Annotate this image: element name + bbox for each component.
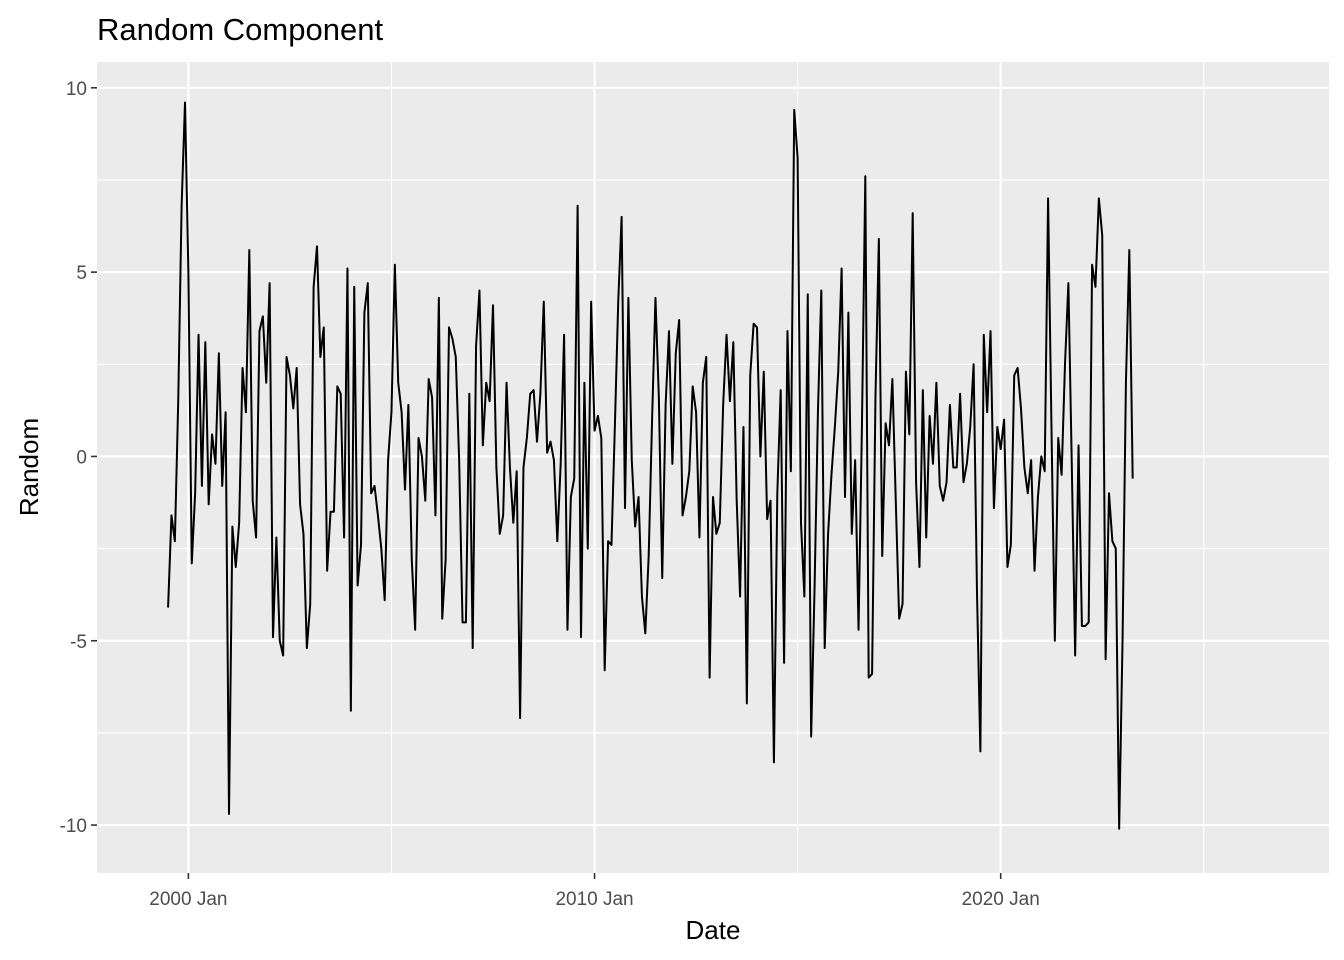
y-axis: 10 5 0 -5 -10 [60,79,97,837]
x-tick-label: 2000 Jan [149,889,227,910]
plot-panel [97,62,1329,873]
series-layer [167,101,1134,830]
x-tick-label: 2020 Jan [962,889,1040,910]
chart-title: Random Component [97,12,383,47]
series-line [167,101,1134,830]
x-axis: 2000 Jan 2010 Jan 2020 Jan [149,873,1040,910]
y-tick-label: -5 [70,632,87,653]
y-tick-label: 10 [66,79,87,100]
x-tick-label: 2010 Jan [555,889,633,910]
y-tick-label: -10 [60,816,87,837]
y-axis-title: Random [14,418,44,516]
y-tick-label: 0 [76,447,87,468]
y-tick-label: 5 [76,263,87,284]
x-axis-title: Date [686,915,741,945]
